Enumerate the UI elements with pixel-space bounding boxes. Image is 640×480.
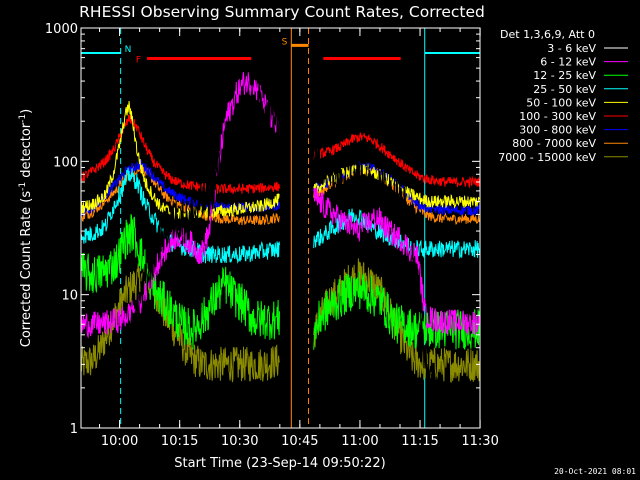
- x-tick-label: 11:15: [401, 434, 438, 449]
- legend-label: 6 - 12 keV: [540, 56, 596, 69]
- legend-label: 25 - 50 keV: [533, 83, 596, 96]
- x-tick-label: 11:30: [461, 434, 498, 449]
- legend-label: 300 - 800 keV: [519, 124, 596, 137]
- x-tick-label: 11:00: [341, 434, 378, 449]
- series-line: [81, 114, 480, 195]
- annotation-label-night: N: [125, 45, 132, 55]
- legend-label: 3 - 6 keV: [547, 42, 596, 55]
- x-tick-label: 10:15: [161, 434, 198, 449]
- legend-header: Det 1,3,6,9, Att 0: [500, 28, 595, 41]
- chart-title: RHESSI Observing Summary Count Rates, Co…: [79, 3, 485, 21]
- x-tick-label: 10:45: [281, 434, 318, 449]
- x-tick-label: 10:00: [101, 434, 138, 449]
- annotation-label-saa: S: [282, 37, 288, 47]
- y-tick-label: 100: [53, 155, 78, 170]
- y-tick-label: 1: [70, 422, 78, 437]
- series-line: [81, 84, 480, 428]
- legend-label: 50 - 100 keV: [526, 96, 596, 109]
- x-axis-label: Start Time (23-Sep-14 09:50:22): [174, 456, 385, 471]
- series-line: [81, 72, 480, 339]
- annotation-label-flare: F: [136, 56, 141, 66]
- y-axis-label: Corrected Count Rate (s-1 detector-1): [18, 109, 34, 347]
- y-tick-label: 10: [61, 289, 78, 304]
- plot-frame: [80, 27, 481, 429]
- legend-label: 7000 - 15000 keV: [498, 151, 596, 164]
- series-line: [81, 214, 480, 350]
- x-tick-label: 10:30: [221, 434, 258, 449]
- legend-label: 800 - 7000 keV: [512, 137, 596, 150]
- footer-timestamp: 20-Oct-2021 08:01: [554, 467, 636, 476]
- y-tick-label: 1000: [45, 22, 78, 37]
- legend-label: 100 - 300 keV: [519, 110, 596, 123]
- legend-label: 12 - 25 keV: [533, 69, 596, 82]
